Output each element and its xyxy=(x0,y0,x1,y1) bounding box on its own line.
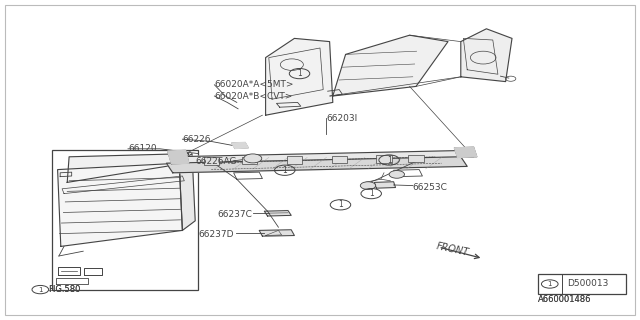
Bar xyxy=(52,150,198,290)
Bar xyxy=(204,157,219,165)
Text: 66020A*A<5MT>: 66020A*A<5MT> xyxy=(214,80,294,89)
Text: A660001486: A660001486 xyxy=(538,295,591,304)
Text: 66226AG: 66226AG xyxy=(195,157,237,166)
Text: 1: 1 xyxy=(297,69,302,78)
Bar xyxy=(538,274,626,294)
Text: 66253C: 66253C xyxy=(413,183,447,192)
Polygon shape xyxy=(173,150,474,163)
Polygon shape xyxy=(374,182,396,188)
Text: FIG.580: FIG.580 xyxy=(48,285,81,294)
Text: 1: 1 xyxy=(282,166,287,175)
Circle shape xyxy=(244,154,262,163)
Text: 66226: 66226 xyxy=(182,135,211,144)
Bar xyxy=(242,157,257,164)
Circle shape xyxy=(389,171,404,178)
Text: 1: 1 xyxy=(338,200,343,209)
Polygon shape xyxy=(333,35,448,96)
Polygon shape xyxy=(166,157,467,173)
Circle shape xyxy=(360,182,376,189)
Polygon shape xyxy=(259,230,294,236)
Polygon shape xyxy=(67,154,189,182)
Text: 1: 1 xyxy=(38,287,43,292)
Text: 1: 1 xyxy=(369,189,374,198)
Bar xyxy=(332,156,347,163)
Text: 66020A*B<CVT>: 66020A*B<CVT> xyxy=(214,92,292,100)
Bar xyxy=(287,156,302,164)
Text: D500013: D500013 xyxy=(567,279,609,289)
Polygon shape xyxy=(454,147,477,157)
Polygon shape xyxy=(179,154,195,230)
Text: 66120: 66120 xyxy=(128,144,157,153)
Polygon shape xyxy=(461,29,512,82)
Text: 66237C: 66237C xyxy=(218,210,252,219)
Text: FRONT: FRONT xyxy=(435,241,470,258)
Polygon shape xyxy=(58,163,182,246)
Polygon shape xyxy=(266,38,333,115)
Polygon shape xyxy=(264,211,291,216)
Polygon shape xyxy=(232,142,248,148)
Text: A660001486: A660001486 xyxy=(538,295,591,304)
Bar xyxy=(408,155,424,162)
Polygon shape xyxy=(168,150,189,164)
Bar xyxy=(376,155,392,163)
Text: FIG.580: FIG.580 xyxy=(48,285,81,294)
Text: 1: 1 xyxy=(547,281,552,287)
Text: 1: 1 xyxy=(387,156,392,164)
Text: 66203I: 66203I xyxy=(326,114,358,123)
Text: 66237D: 66237D xyxy=(198,230,234,239)
